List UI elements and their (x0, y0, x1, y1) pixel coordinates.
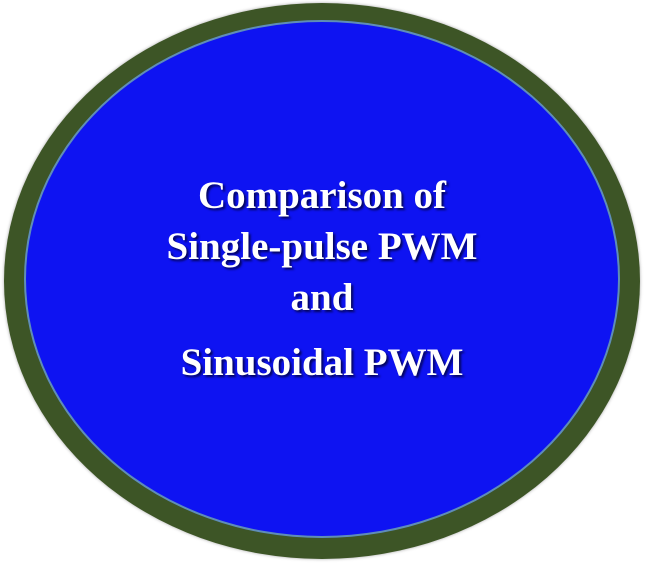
inner-ellipse (24, 20, 620, 538)
slide-title: Comparison of Single-pulse PWM and Sinus… (24, 20, 620, 538)
title-line-4: Sinusoidal PWM (180, 341, 464, 384)
title-line-2: Single-pulse PWM (166, 225, 478, 268)
title-line-3: and (290, 276, 354, 319)
title-line-1: Comparison of (197, 174, 447, 217)
